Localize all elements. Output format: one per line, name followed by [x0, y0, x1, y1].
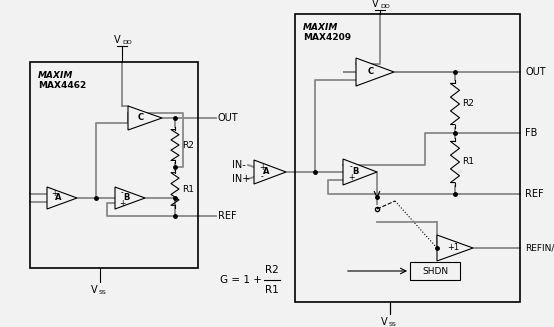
Text: REF: REF	[525, 189, 543, 199]
Text: +: +	[51, 190, 57, 198]
Text: C: C	[138, 113, 144, 123]
Polygon shape	[47, 187, 77, 209]
Text: SS: SS	[389, 322, 397, 327]
Text: A: A	[55, 194, 61, 202]
Text: DD: DD	[380, 5, 390, 9]
Text: R1: R1	[265, 285, 279, 295]
Text: -: -	[121, 188, 124, 198]
Text: B: B	[123, 194, 130, 202]
Text: MAX4462: MAX4462	[38, 81, 86, 91]
Polygon shape	[437, 235, 473, 261]
Text: IN+: IN+	[232, 174, 250, 184]
Text: V: V	[114, 35, 121, 45]
Text: -: -	[260, 173, 263, 181]
Text: C: C	[367, 67, 373, 77]
Text: A: A	[263, 167, 269, 177]
Text: OUT: OUT	[218, 113, 239, 123]
Text: B: B	[352, 167, 359, 177]
Text: V: V	[91, 285, 98, 295]
Text: -: -	[350, 163, 352, 171]
Text: +: +	[348, 174, 354, 182]
Text: R2: R2	[265, 265, 279, 275]
Text: REFIN/MODE: REFIN/MODE	[525, 244, 554, 252]
Text: MAXIM: MAXIM	[38, 71, 73, 79]
Text: V: V	[372, 0, 379, 9]
Text: IN-: IN-	[232, 160, 246, 170]
Text: MAXIM: MAXIM	[303, 23, 338, 31]
Text: V: V	[381, 317, 388, 327]
Text: DD: DD	[122, 41, 132, 45]
Polygon shape	[356, 58, 394, 86]
Text: SHDN: SHDN	[422, 267, 448, 276]
Text: +: +	[259, 164, 265, 173]
Text: R1: R1	[463, 158, 474, 166]
Bar	[30, 62, 198, 268]
Polygon shape	[254, 160, 286, 184]
Polygon shape	[128, 106, 162, 130]
Text: +1: +1	[447, 244, 459, 252]
Text: SS: SS	[99, 290, 107, 296]
Text: R1: R1	[182, 184, 194, 194]
Text: R2: R2	[463, 99, 474, 109]
Text: G = 1 +: G = 1 +	[220, 275, 262, 285]
Text: REF: REF	[218, 211, 237, 221]
Bar	[410, 262, 460, 280]
Text: R2: R2	[182, 141, 194, 149]
Text: +: +	[119, 198, 125, 208]
Text: FB: FB	[525, 128, 537, 138]
Polygon shape	[343, 159, 377, 185]
Text: OUT: OUT	[525, 67, 546, 77]
Bar	[295, 14, 520, 302]
Polygon shape	[115, 187, 145, 209]
Text: MAX4209: MAX4209	[303, 33, 351, 43]
